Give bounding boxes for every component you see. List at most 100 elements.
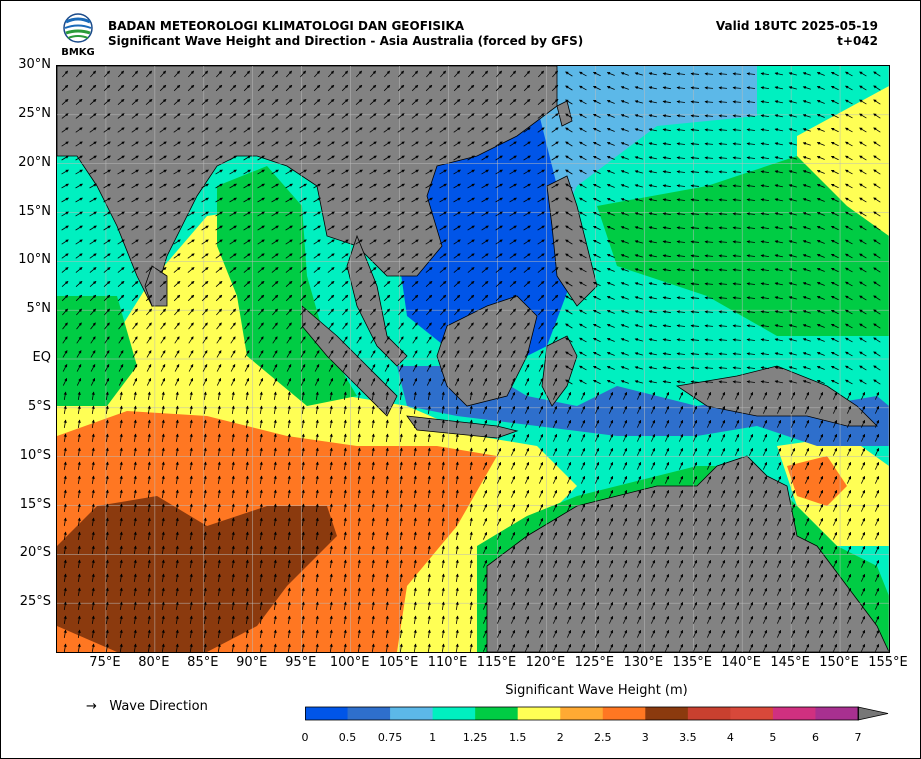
wave-arrow — [314, 70, 321, 78]
wave-arrow — [467, 84, 475, 92]
wave-arrow — [285, 155, 293, 161]
wave-arrow — [159, 141, 167, 147]
wave-arrow — [75, 99, 83, 105]
wave-arrow — [103, 169, 111, 175]
wave-arrow — [201, 84, 209, 92]
wave-arrow — [830, 113, 839, 119]
wave-arrow — [662, 100, 672, 104]
wave-arrow — [482, 70, 489, 78]
colorbar-tick-label: 7 — [854, 731, 862, 744]
wave-arrow — [662, 170, 672, 174]
wave-arrow — [718, 100, 728, 104]
wave-arrow — [187, 84, 195, 92]
wave-arrow — [845, 85, 853, 91]
wave-arrow — [732, 100, 742, 104]
colorbar-segment — [815, 707, 859, 720]
wave-arrow — [75, 155, 83, 161]
wave-arrow — [369, 127, 377, 133]
wave-arrow — [788, 100, 797, 104]
wave-arrow — [802, 128, 811, 132]
wave-arrow — [145, 113, 153, 119]
wave-arrow — [131, 141, 139, 147]
wave-arrow — [579, 127, 587, 133]
wave-arrow — [537, 113, 545, 119]
wave-arrow — [690, 114, 700, 118]
wave-arrow — [440, 70, 447, 78]
wave-arrow — [845, 155, 853, 161]
wave-arrow — [523, 113, 531, 119]
wave-arrow — [131, 183, 139, 189]
colorbar-segment — [390, 707, 434, 720]
wave-arrow — [690, 72, 700, 76]
wave-arrow — [676, 156, 686, 160]
wave-arrow — [481, 141, 489, 147]
field-0-05-scs — [397, 106, 577, 366]
wave-arrow — [215, 84, 223, 92]
wave-arrow — [145, 169, 153, 175]
wave-arrow — [145, 127, 153, 133]
wave-arrow — [774, 170, 783, 174]
wave-arrow — [495, 113, 503, 119]
lon-label: 85°E — [187, 655, 219, 670]
wave-arrow — [159, 169, 167, 175]
wave-arrow — [369, 99, 377, 105]
wave-arrow — [802, 170, 811, 174]
wave-arrow — [704, 100, 714, 104]
wave-arrow — [634, 100, 643, 104]
wave-arrow — [383, 141, 391, 147]
wave-arrow — [634, 128, 643, 132]
wave-arrow — [565, 127, 573, 133]
wave-arrow — [201, 99, 209, 105]
wave-arrow — [481, 127, 489, 133]
wave-arrow — [75, 169, 83, 175]
wave-arrow — [215, 99, 223, 105]
wave-arrow — [523, 99, 531, 105]
wave-arrow — [313, 169, 321, 175]
wave-arrow — [634, 142, 643, 146]
wave-arrow — [229, 155, 237, 161]
wave-arrow — [592, 99, 601, 105]
wave-arrow — [634, 114, 643, 118]
wave-arrow — [788, 170, 797, 174]
lat-label: 10°S — [19, 447, 51, 463]
wave-arrow — [342, 70, 349, 78]
wave-arrow — [746, 86, 756, 90]
wave-arrow — [313, 84, 321, 92]
wave-arrow — [187, 127, 195, 133]
wave-arrow — [299, 155, 307, 161]
wave-arrow — [830, 99, 839, 105]
wave-arrow — [327, 84, 335, 92]
wave-arrow — [397, 127, 405, 133]
wave-arrow — [873, 141, 881, 147]
wave-arrow — [830, 169, 839, 175]
wave-arrow — [299, 183, 307, 189]
wave-arrow — [662, 156, 672, 160]
wave-arrow — [481, 155, 489, 161]
colorbar-segment — [687, 707, 731, 720]
wave-arrow — [481, 99, 489, 105]
wave-arrow — [565, 71, 573, 77]
wave-arrow — [453, 169, 461, 175]
wave-arrow — [592, 113, 601, 119]
wave-arrow — [592, 85, 601, 91]
wave-arrow — [411, 84, 419, 92]
wave-arrow — [481, 84, 489, 92]
wave-arrow — [579, 169, 587, 175]
wave-arrow — [369, 141, 377, 147]
wave-arrow — [383, 84, 391, 92]
wave-arrow — [537, 155, 545, 161]
wave-arrow — [579, 99, 587, 105]
wave-arrow — [173, 155, 181, 161]
wave-arrow — [89, 155, 97, 161]
wave-arrow — [89, 141, 97, 147]
wave-arrow — [271, 141, 279, 147]
lat-label: 5°S — [27, 398, 51, 414]
wave-arrow — [690, 86, 700, 90]
wave-arrow — [257, 141, 265, 147]
wave-arrow — [509, 99, 517, 105]
wave-arrow — [873, 155, 881, 161]
wave-arrow — [173, 99, 181, 105]
wave-arrow — [61, 155, 69, 161]
wave-arrow — [788, 142, 797, 146]
wave-arrow — [215, 127, 223, 133]
